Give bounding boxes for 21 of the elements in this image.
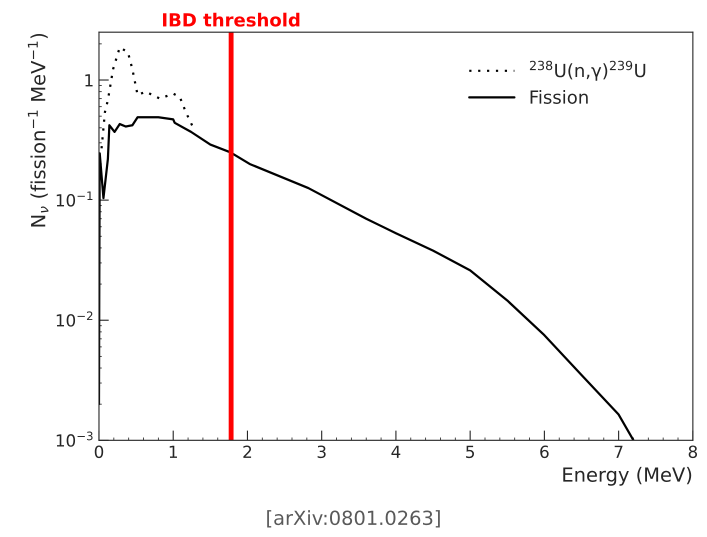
line-series (98, 116, 635, 440)
x-tick-label: 6 (540, 445, 549, 458)
y-tick-label: 10$^{−2}$ (56, 311, 92, 327)
x-tick-label: 3 (318, 445, 326, 458)
ref-line-label: IBD threshold (163, 12, 300, 27)
x-tick-label: 2 (243, 445, 252, 458)
y-axis-title: N$_{ν}$ (fission$^{−1}$ MeV$^{−1}$) (28, 34, 48, 227)
y-tick-label: 1 (85, 74, 93, 86)
x-tick-label: 5 (466, 446, 474, 458)
y-tick-label: 10$^{−3}$ (56, 432, 93, 447)
legend-label: $^{238}$U(n,γ)$^{239}$U (530, 60, 646, 81)
x-tick-label: 8 (688, 445, 698, 458)
x-tick-label: 4 (391, 446, 400, 458)
y-tick-label: 10$^{−1}$ (56, 191, 92, 207)
x-axis-title: Energy (MeV) (563, 466, 692, 486)
x-tick-label: 7 (614, 446, 623, 458)
x-tick-label: 0 (94, 445, 104, 458)
legend-label: Fission (530, 90, 588, 104)
x-tick-label: 1 (170, 446, 177, 458)
line-series (100, 46, 194, 150)
text: [arXiv:0801.0263] (267, 510, 440, 528)
